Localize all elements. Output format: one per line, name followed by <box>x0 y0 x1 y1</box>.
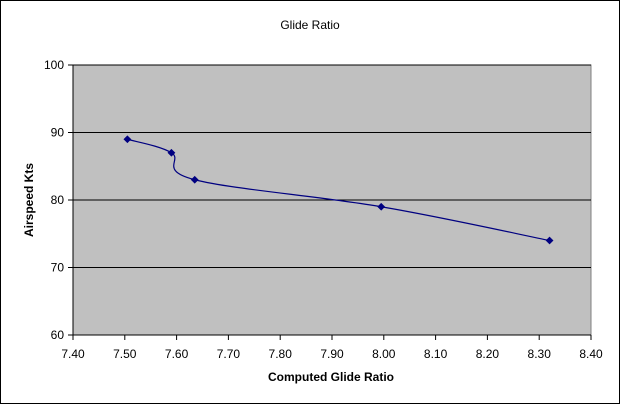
data-point-marker <box>377 202 386 211</box>
data-point-marker <box>190 175 199 184</box>
x-tick-label: 8.20 <box>476 347 500 361</box>
y-tick-label: 90 <box>51 126 65 140</box>
series-group <box>123 135 554 245</box>
y-tick-label: 80 <box>51 193 65 207</box>
y-tick-label: 70 <box>51 261 65 275</box>
x-tick-label: 7.50 <box>113 347 137 361</box>
x-tick-label: 7.80 <box>269 347 293 361</box>
data-point-marker <box>123 135 132 144</box>
y-tick-label: 100 <box>44 58 64 72</box>
x-tick-label: 8.30 <box>528 347 552 361</box>
x-tick-label: 7.60 <box>165 347 189 361</box>
chart-title: Glide Ratio <box>280 18 340 32</box>
y-axis: 60 70 80 90 100 <box>44 58 74 342</box>
x-tick-label: 7.70 <box>217 347 241 361</box>
data-point-marker <box>167 148 176 157</box>
x-tick-label: 8.10 <box>424 347 448 361</box>
x-axis: 7.40 7.50 7.60 7.70 7.80 7.90 8.00 8.10 8.20 8.30… <box>61 334 603 361</box>
x-tick-label: 7.40 <box>61 347 85 361</box>
data-point-marker <box>545 236 554 245</box>
x-axis-label: Computed Glide Ratio <box>268 370 394 384</box>
x-tick-label: 7.90 <box>320 347 344 361</box>
y-tick-label: 60 <box>51 328 65 342</box>
x-tick-label: 8.00 <box>372 347 396 361</box>
y-axis-label: Airspeed Kts <box>22 163 36 237</box>
x-tick-label: 8.40 <box>579 347 603 361</box>
